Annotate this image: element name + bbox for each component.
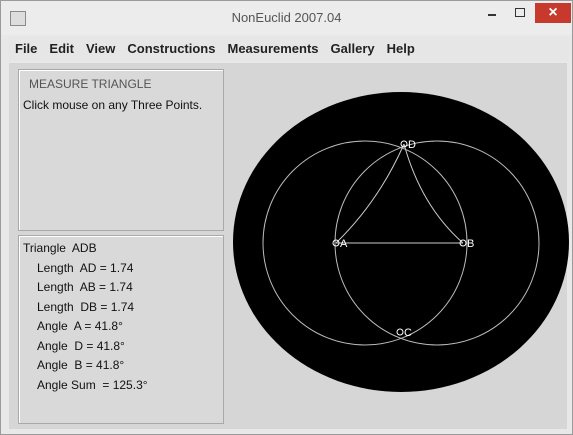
point[interactable]: [459, 239, 467, 247]
point-label: C: [404, 327, 412, 339]
point[interactable]: [400, 140, 408, 148]
disk: [233, 92, 569, 392]
measure-line: Angle B = 41.8°: [37, 358, 125, 372]
menu-item[interactable]: Constructions: [127, 41, 216, 56]
maximize-button[interactable]: [507, 3, 533, 23]
app-icon: [10, 11, 26, 26]
circle-left: [262, 140, 468, 346]
measure-line: Triangle ADB: [23, 241, 97, 255]
menu-item[interactable]: Help: [386, 41, 415, 56]
menu-item[interactable]: Gallery: [330, 41, 375, 56]
point-label: D: [408, 139, 416, 151]
circle-right: [334, 140, 540, 346]
menu-item[interactable]: File: [15, 41, 38, 56]
point[interactable]: [332, 239, 340, 247]
point[interactable]: [396, 328, 404, 336]
point-label: B: [467, 238, 474, 250]
measure-line: Length AB = 1.74: [37, 280, 133, 294]
close-button[interactable]: [535, 3, 571, 23]
menu-item[interactable]: Measurements: [227, 41, 319, 56]
measure-line: Length AD = 1.74: [37, 260, 134, 275]
menu-item[interactable]: Edit: [49, 41, 74, 56]
tool-instruction: Click mouse on any Three Points.: [23, 98, 203, 112]
title-bar: NonEuclid 2007.04: [1, 1, 572, 35]
measure-line: Angle A = 41.8°: [37, 319, 123, 333]
window-title: NonEuclid 2007.04: [231, 10, 342, 25]
point-label: A: [340, 238, 348, 250]
segment-ad: [335, 143, 405, 244]
menu-bar: File Edit View Constructions Measurements Gal…: [9, 37, 569, 61]
measure-line: Length DB = 1.74: [37, 299, 135, 314]
segment-db: [403, 143, 464, 244]
tool-panel: MEASURE TRIANGLE Click mouse on any Thre…: [18, 69, 224, 231]
measure-panel: Triangle ADB Length AD = 1.74 Length AB = …: [18, 235, 224, 424]
measure-line: Angle Sum = 125.3°: [37, 377, 148, 392]
menu-item[interactable]: View: [85, 41, 116, 56]
measure-line: Angle D = 41.8°: [37, 338, 125, 353]
minimize-button[interactable]: [479, 3, 505, 23]
tool-title: MEASURE TRIANGLE: [29, 77, 152, 91]
